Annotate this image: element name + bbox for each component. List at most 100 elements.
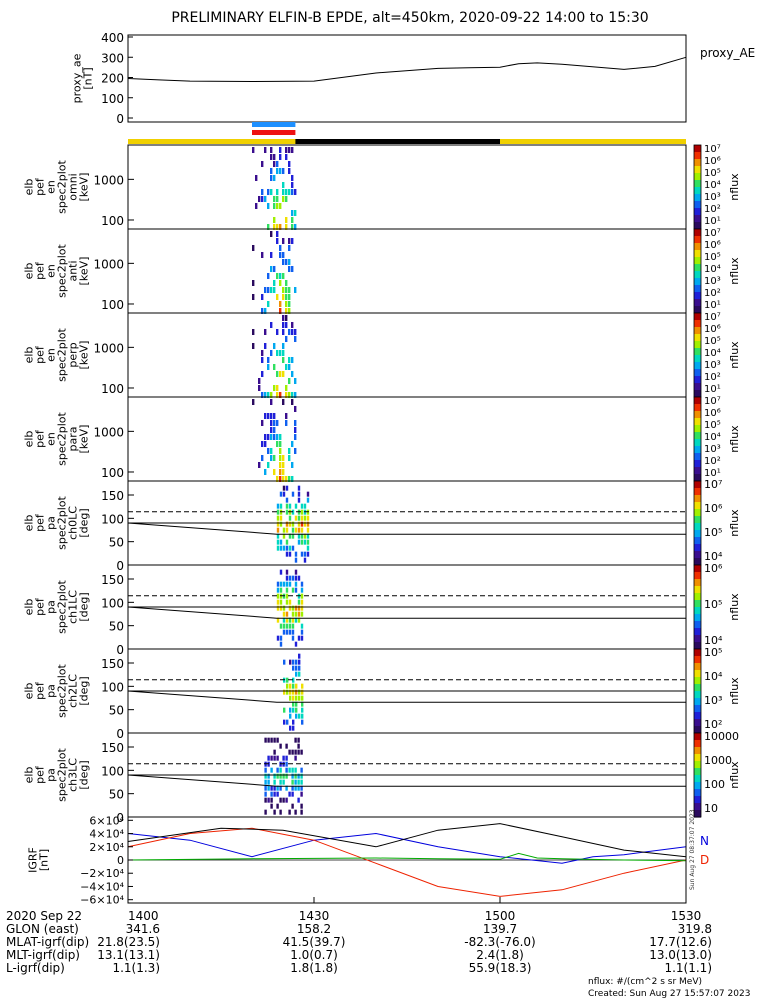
spec_para-colorbar-step xyxy=(694,435,701,440)
pa_ch3-ylabel-line: pa xyxy=(45,768,58,782)
pa_ch0-pixel xyxy=(279,539,283,545)
spec_para-pixel xyxy=(273,427,276,433)
pa_ch0-pixel xyxy=(279,545,283,551)
fgm-ytick-label: 6×10⁴ xyxy=(89,814,124,827)
spec_perp-pixel xyxy=(282,357,285,363)
spec_perp-colorbar-step xyxy=(694,348,701,353)
spec_para-pixel xyxy=(267,434,270,440)
pa_ch0-colorbar-step xyxy=(694,481,701,486)
pa_ch3-colorbar-step xyxy=(694,761,701,766)
pa_ch1-pixel xyxy=(285,569,289,575)
spec_anti-pixel xyxy=(285,280,288,286)
created-note: Created: Sun Aug 27 15:57:07 2023 xyxy=(588,989,750,999)
spec_omni-pixel xyxy=(270,175,273,181)
pa_ch0-ylabel-line: spec2plot xyxy=(56,496,69,550)
spec_para-colorbar-step xyxy=(694,432,701,437)
pa_ch1-pixel xyxy=(285,581,289,587)
spec_para-ytick-label: 100 xyxy=(101,466,124,480)
pa_ch0-pixel xyxy=(285,527,289,533)
pa_ch3-pixel xyxy=(279,767,282,773)
pa_ch2-pixel xyxy=(298,695,301,701)
spec_omni-colorbar-step xyxy=(694,187,701,192)
pa_ch1-colorbar-step xyxy=(694,568,701,573)
pa_ch1-pixel xyxy=(297,575,301,581)
spec_omni-colorbar-step xyxy=(694,145,701,150)
pa_ch2-pixel xyxy=(283,707,286,713)
proxy-ae-ytick-label: 0 xyxy=(116,112,124,126)
spec_para-pixel xyxy=(285,420,288,426)
spec_anti-pixel xyxy=(252,245,255,251)
spec_para-colorbar-step xyxy=(694,460,701,465)
spec_omni-pixel xyxy=(285,224,288,230)
spec_anti-colorbar-step xyxy=(694,285,701,290)
fgm-ytick-label: −6×10⁴ xyxy=(80,894,124,907)
pa_ch3-pixel xyxy=(270,791,273,797)
spec_omni-colorbar-step xyxy=(694,197,701,202)
pa_ch3-colorbar-tick: 100 xyxy=(704,778,725,791)
pa_ch0-colorbar-step xyxy=(694,502,701,507)
pa_ch1-pixel xyxy=(294,605,298,611)
pa_ch0-pixel xyxy=(303,539,307,545)
footer-value: 13.0(13.0) xyxy=(649,948,712,962)
pa_ch3-colorbar-step xyxy=(694,771,701,776)
spec_para-colorbar-step xyxy=(694,474,701,479)
pa_ch0-colorbar-step xyxy=(694,516,701,521)
fgm-ytick-label: 4×10⁴ xyxy=(89,828,124,841)
spec_omni-colorbar-step xyxy=(694,190,701,195)
spec_para-pixel xyxy=(273,469,276,475)
panels: 4003002001000proxy_AEproxy_ae[nT]1000100… xyxy=(23,31,756,907)
pa_ch3-pixel xyxy=(297,773,300,779)
spec_perp-colorbar-tick: 10² xyxy=(704,372,721,383)
pa_ch1-colorbar-step xyxy=(694,631,701,636)
pa_ch2-pixel xyxy=(292,719,295,725)
pa_ch0-pixel xyxy=(279,491,283,497)
spec_omni-pixel xyxy=(273,161,276,167)
spec_para-pixel xyxy=(294,406,297,412)
spec_para-colorbar-step xyxy=(694,442,701,447)
pa_ch0-colorbar-tick: 10⁵ xyxy=(704,526,722,539)
spec_omni-colorbar-step xyxy=(694,148,701,153)
pa_ch1-pixel xyxy=(291,617,295,623)
pa_ch3-pixel xyxy=(291,749,294,755)
spec_para-pixel xyxy=(282,399,285,405)
spec_para-colorbar-step xyxy=(694,397,701,402)
pa_ch3-pixel xyxy=(264,791,267,797)
pa_ch3-pixel xyxy=(267,755,270,761)
spec_perp-panel: 1000100elbpefenspec2plotperp[keV]10⁷10⁶1… xyxy=(23,312,741,398)
spec_perp-ylabel-line: perp xyxy=(67,342,80,367)
spec_anti-pixel xyxy=(270,266,273,272)
spec_anti-pixel xyxy=(279,252,282,258)
pa_ch3-ytick-label: 0 xyxy=(116,811,124,825)
spec_anti-pixel xyxy=(288,301,291,307)
spec_omni-ylabel-line: [keV] xyxy=(78,173,91,202)
pa_ch2-pixel xyxy=(292,701,295,707)
spec_para-pixel xyxy=(270,427,273,433)
spec_omni-pixel xyxy=(288,161,291,167)
spec_anti-pixel xyxy=(273,280,276,286)
pa_ch3-pixel xyxy=(276,803,279,809)
pa_ch2-colorbar-step xyxy=(694,652,701,657)
spec_omni-pixel xyxy=(270,154,273,160)
footer-time-tick: 1430 xyxy=(299,909,330,923)
spec_omni-colorbar-step xyxy=(694,201,701,206)
pa_ch2-pixel xyxy=(283,719,286,725)
spec_anti-frame xyxy=(127,228,687,314)
spec_perp-pixel xyxy=(252,329,255,335)
pa_ch2-colorbar-step xyxy=(694,659,701,664)
footer-value: 1.8(1.8) xyxy=(290,961,338,975)
pa_ch3-line-losscone xyxy=(127,774,686,787)
spec_perp-pixel xyxy=(261,357,264,363)
pa_ch1-ytick-label: 100 xyxy=(101,596,124,610)
fgm-legend-n: N xyxy=(700,834,709,848)
spec_perp-pixel xyxy=(291,322,294,328)
pa_ch2-pixel xyxy=(292,695,295,701)
spec_para-pixel xyxy=(264,441,267,447)
fgm-ytick-label: 2×10⁴ xyxy=(89,841,124,854)
pa_ch0-colorbar-step xyxy=(694,561,701,566)
pa_ch3-pixel xyxy=(279,797,282,803)
spec_para-pixel xyxy=(285,476,288,482)
pa_ch1-pixel xyxy=(282,617,286,623)
pa_ch1-pixel xyxy=(294,569,298,575)
pa_ch2-colorbar-step xyxy=(694,670,701,675)
